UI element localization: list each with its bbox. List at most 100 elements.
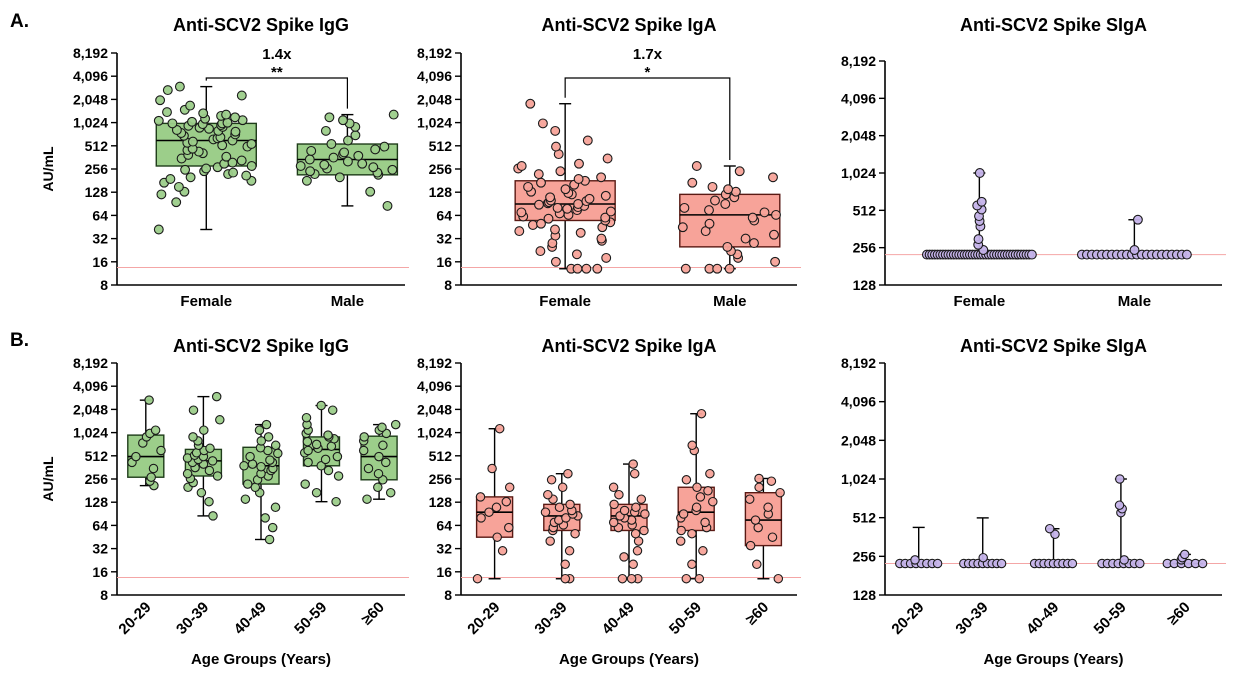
data-point [776,489,784,497]
data-point [149,464,157,472]
data-point [303,438,311,446]
data-point [692,162,701,171]
y-tick-label: 16 [436,254,452,270]
data-point [369,163,378,172]
y-tick-label: 16 [92,564,108,580]
x-category-label: Female [180,293,232,310]
y-tick-label: 4,096 [841,90,876,106]
y-tick-label: 8,192 [417,45,452,61]
significance-bracket [206,78,347,109]
y-tick-label: 8,192 [73,355,108,371]
data-point [1136,559,1144,567]
data-point [206,444,214,452]
significance-stars: * [645,64,651,81]
data-point [565,547,573,555]
data-point [502,498,510,506]
chart-b3: Anti-SCV2 Spike SIgA1282565121,0242,0484… [841,336,1226,668]
data-point [189,137,198,146]
x-category-label: Male [713,293,746,310]
data-point [305,155,314,164]
y-tick-label: 1,024 [73,115,108,131]
data-point [360,446,368,454]
chart-a2: Anti-SCV2 Spike IgA81632641282565121,024… [417,15,801,310]
data-point [262,420,270,428]
y-tick-label: 64 [92,207,108,223]
data-point [378,423,386,431]
data-point [975,169,984,178]
data-point [706,470,714,478]
data-point [677,537,685,545]
y-tick-label: 4,096 [73,68,108,84]
data-point [574,200,583,209]
data-point [199,109,208,118]
x-category-label: Female [539,293,591,310]
data-point [181,165,190,174]
data-point [302,414,310,422]
data-point [157,190,166,199]
data-point [695,575,703,583]
y-tick-label: 2,048 [73,91,108,107]
data-point [485,508,493,516]
fold-change-label: 1.7x [633,46,663,63]
data-point [633,547,641,555]
data-point [534,170,543,179]
y-tick-label: 4,096 [417,378,452,394]
data-point [374,483,382,491]
data-point [237,91,246,100]
chart-title: Anti-SCV2 Spike IgA [541,336,716,356]
data-point [631,530,639,538]
data-point [271,503,279,511]
data-point [552,142,561,151]
data-point [610,518,618,526]
data-point [627,575,635,583]
data-point [526,99,535,108]
y-tick-label: 256 [429,471,453,487]
box-5059 [1098,475,1144,568]
data-point [189,433,197,441]
data-point [748,213,757,222]
data-point [597,173,606,182]
data-point [498,547,506,555]
data-point [151,426,159,434]
data-point [723,243,732,252]
data-point [699,547,707,555]
data-point [266,456,274,464]
x-category-label: 50-59 [291,599,330,638]
data-point [269,523,277,531]
data-point [620,506,628,514]
data-point [515,227,524,236]
data-point [222,110,231,119]
data-point [911,556,919,564]
data-point [274,449,282,457]
data-point [746,541,754,549]
data-point [506,483,514,491]
y-tick-label: 1,024 [73,425,108,441]
data-point [505,523,513,531]
y-tick-label: 512 [429,448,453,464]
box-4049 [1030,525,1076,568]
data-point [1115,501,1123,509]
data-point [364,464,372,472]
data-point [324,431,332,439]
data-point [213,472,221,480]
data-point [321,455,329,463]
data-point [1028,250,1037,259]
y-axis-label: AU/mL [40,146,56,192]
data-point [582,264,591,273]
data-point [517,208,526,217]
data-point [546,193,555,202]
data-point [688,560,696,568]
x-category-label: 30-39 [952,599,991,638]
data-point [536,247,545,256]
data-point [609,483,617,491]
y-tick-label: 512 [429,138,453,154]
data-point [573,250,582,259]
data-point [535,200,544,209]
data-point [771,257,780,266]
y-tick-label: 128 [85,184,109,200]
box-2029 [128,396,165,490]
data-point [320,160,329,169]
data-point [1120,556,1128,564]
y-tick-label: 8 [444,277,452,293]
